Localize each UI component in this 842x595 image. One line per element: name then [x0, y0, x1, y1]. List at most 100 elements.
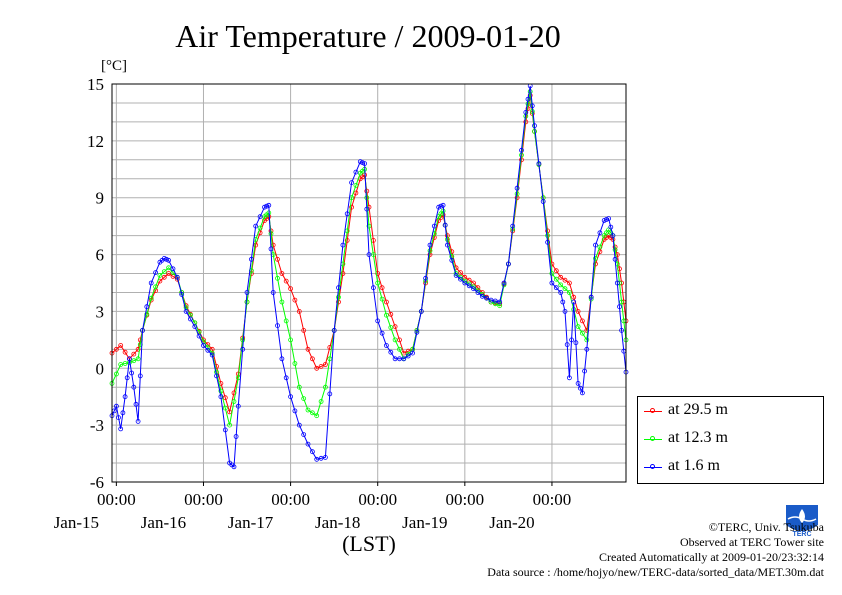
data-point — [301, 432, 307, 438]
x-tick-time-label: 00:00 — [271, 490, 310, 509]
data-point — [553, 268, 559, 274]
data-point — [558, 274, 564, 280]
data-point — [392, 337, 398, 343]
copyright-text: ©TERC, Univ. Tsukuba — [708, 520, 824, 534]
data-point — [438, 203, 444, 209]
data-point — [453, 272, 459, 278]
data-point — [166, 257, 172, 263]
data-point — [314, 456, 320, 462]
data-point — [283, 278, 289, 284]
data-point — [582, 368, 587, 374]
data-point — [340, 271, 346, 276]
data-point — [505, 261, 511, 267]
data-point — [214, 373, 219, 379]
data-point — [612, 256, 618, 262]
data-point — [322, 454, 328, 460]
data-point — [129, 370, 135, 376]
x-tick-time-label: 00:00 — [533, 490, 572, 509]
chart-title: Air Temperature / 2009-01-20 — [175, 18, 561, 54]
data-point — [577, 385, 583, 391]
legend-label: at 12.3 m — [668, 429, 728, 446]
legend-item-12-3m: at 12.3 m — [638, 427, 823, 453]
data-point — [318, 363, 324, 369]
data-point — [344, 211, 350, 217]
data-point — [292, 361, 298, 366]
data-point — [580, 330, 585, 336]
data-point — [479, 293, 485, 299]
data-point — [135, 356, 141, 362]
data-point — [383, 343, 389, 348]
x-tick-date-label: Jan-18 — [315, 513, 360, 532]
data-point — [322, 384, 328, 390]
data-point — [153, 284, 159, 290]
data-point — [492, 298, 498, 304]
data-point — [292, 297, 298, 303]
data-point — [401, 350, 407, 356]
data-point — [567, 375, 572, 381]
data-point — [268, 231, 274, 237]
data-point — [279, 356, 285, 362]
data-point — [558, 290, 564, 295]
data-point — [187, 316, 193, 322]
data-point — [584, 337, 590, 343]
data-point — [362, 161, 368, 167]
data-point — [253, 223, 259, 229]
data-point — [567, 290, 572, 295]
data-point — [120, 410, 126, 416]
data-point — [497, 299, 503, 305]
data-point — [458, 270, 463, 276]
data-point — [279, 299, 285, 305]
data-point — [379, 285, 385, 291]
legend-label: at 29.5 m — [668, 401, 728, 418]
legend-swatch-marker — [650, 408, 655, 413]
data-point — [436, 204, 442, 210]
data-point — [222, 405, 228, 411]
data-point — [283, 375, 289, 381]
data-point — [314, 365, 320, 371]
data-point — [383, 312, 389, 318]
x-tick-date-label: Jan-16 — [141, 513, 186, 532]
data-point — [292, 408, 298, 414]
data-point — [301, 327, 307, 333]
plot-area-frame — [111, 83, 627, 483]
data-point — [488, 297, 494, 303]
data-point — [364, 206, 370, 212]
data-point — [619, 327, 624, 333]
data-point — [144, 304, 150, 310]
data-point — [553, 285, 559, 291]
data-point — [418, 308, 424, 314]
data-point — [593, 242, 598, 248]
data-point — [140, 327, 145, 333]
data-point — [575, 324, 581, 330]
data-point — [375, 318, 381, 324]
data-point — [588, 294, 594, 300]
data-series — [109, 83, 629, 470]
data-point — [305, 441, 311, 447]
data-point — [573, 340, 579, 346]
data-point — [116, 415, 121, 421]
data-point — [288, 337, 294, 343]
data-point — [401, 356, 407, 362]
legend-item-29-5m: at 29.5 m — [638, 399, 823, 425]
data-point — [349, 180, 355, 186]
data-point — [231, 399, 237, 404]
data-point — [248, 256, 254, 262]
data-point — [201, 343, 206, 348]
data-point — [610, 233, 616, 239]
data-point — [558, 282, 564, 288]
data-point — [257, 214, 263, 220]
data-point — [475, 285, 481, 291]
data-point — [240, 346, 246, 352]
data-point — [153, 270, 159, 276]
data-point — [388, 311, 394, 317]
data-point — [449, 257, 455, 263]
x-tick-date-label: Jan-19 — [402, 513, 447, 532]
data-point — [562, 277, 568, 283]
data-point — [580, 318, 585, 324]
data-point — [601, 218, 607, 223]
data-point — [501, 280, 507, 286]
data-point — [270, 290, 276, 295]
data-point — [114, 371, 119, 377]
data-point — [529, 103, 535, 109]
data-point — [131, 351, 137, 357]
